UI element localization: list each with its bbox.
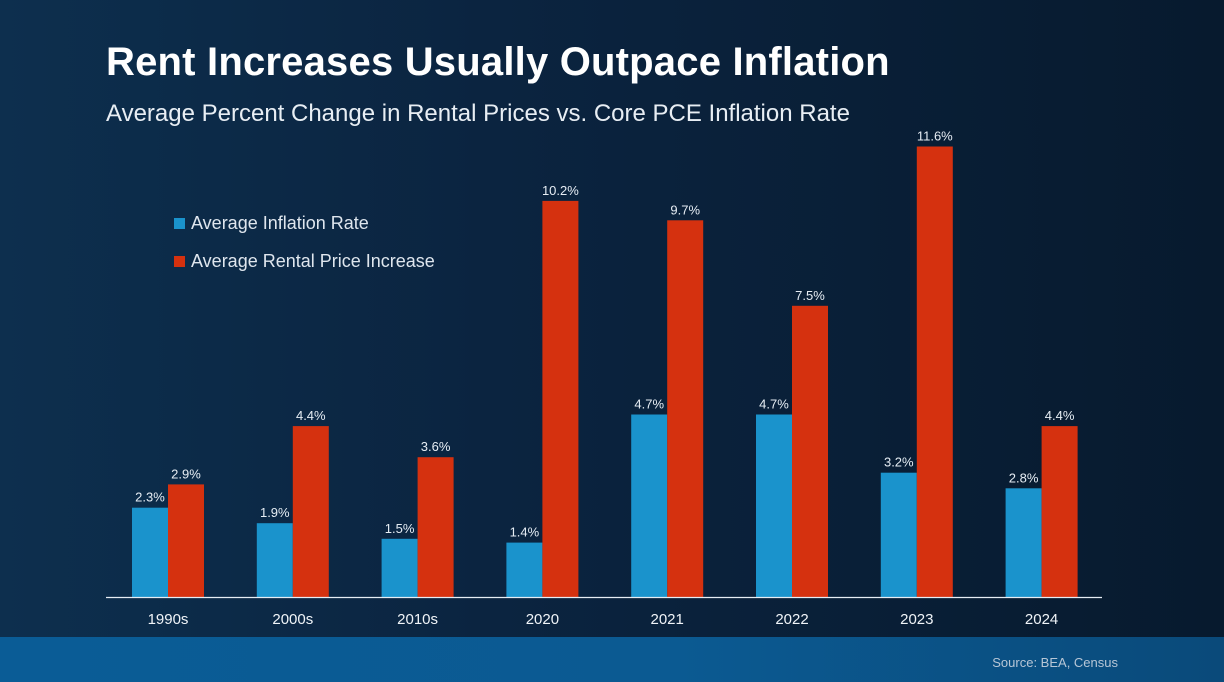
legend-label-rent: Average Rental Price Increase: [191, 250, 435, 271]
bar-rent-2020: [542, 200, 579, 597]
footer-band: [0, 637, 1224, 682]
legend-swatch-inflation: [174, 217, 185, 229]
data-label-inflation-2021: 4.7%: [634, 397, 664, 412]
bar-rent-2000s: [292, 426, 329, 597]
x-tick-label-2000s: 2000s: [272, 611, 313, 628]
data-label-rent-2024: 4.4%: [1045, 408, 1075, 423]
bar-rent-2010s: [417, 457, 454, 597]
bar-rent-2021: [667, 220, 704, 598]
legend-item-rent: Average Rental Price Increase: [174, 242, 435, 280]
bar-rent-2024: [1041, 426, 1078, 597]
legend-item-inflation: Average Inflation Rate: [174, 204, 435, 242]
bar-inflation-2024: [1005, 488, 1042, 597]
bar-inflation-2023: [880, 472, 917, 597]
bar-inflation-2000s: [256, 523, 293, 597]
data-label-inflation-2023: 3.2%: [884, 455, 914, 470]
bar-rent-2022: [792, 305, 828, 598]
data-label-rent-2021: 9.7%: [670, 202, 700, 217]
data-label-rent-2000s: 4.4%: [296, 408, 326, 423]
legend-label-inflation: Average Inflation Rate: [191, 212, 369, 233]
x-tick-label-2021: 2021: [651, 611, 684, 628]
data-label-rent-2022: 7.5%: [795, 288, 825, 303]
chart-legend: Average Inflation Rate Average Rental Pr…: [174, 204, 435, 280]
data-label-rent-1990s: 2.9%: [171, 466, 201, 481]
x-tick-label-2023: 2023: [900, 611, 933, 628]
chart-subtitle: Average Percent Change in Rental Prices …: [106, 100, 850, 127]
data-label-rent-2010s: 3.6%: [421, 439, 451, 454]
data-label-inflation-2000s: 1.9%: [260, 505, 290, 520]
bar-inflation-2021: [631, 414, 668, 597]
chart-title: Rent Increases Usually Outpace Inflation: [106, 40, 890, 84]
x-tick-label-1990s: 1990s: [148, 611, 189, 628]
x-tick-label-2022: 2022: [775, 611, 808, 628]
x-tick-label-2010s: 2010s: [397, 611, 438, 628]
data-label-inflation-2024: 2.8%: [1009, 470, 1039, 485]
bar-inflation-1990s: [132, 507, 168, 597]
bar-rent-2023: [916, 146, 953, 597]
data-label-inflation-2022: 4.7%: [759, 397, 789, 412]
bar-inflation-2020: [506, 542, 543, 597]
data-label-rent-2023: 11.6%: [917, 129, 953, 144]
source-note: Source: BEA, Census: [992, 655, 1118, 670]
legend-swatch-rent: [174, 255, 185, 267]
data-label-rent-2020: 10.2%: [542, 183, 579, 198]
x-tick-label-2020: 2020: [526, 611, 559, 628]
data-label-inflation-1990s: 2.3%: [135, 490, 165, 505]
bar-rent-1990s: [168, 484, 204, 597]
data-label-inflation-2020: 1.4%: [510, 525, 540, 540]
bar-inflation-2010s: [381, 538, 418, 598]
data-label-inflation-2010s: 1.5%: [385, 521, 415, 536]
x-tick-label-2024: 2024: [1025, 611, 1058, 628]
bar-inflation-2022: [756, 414, 792, 597]
